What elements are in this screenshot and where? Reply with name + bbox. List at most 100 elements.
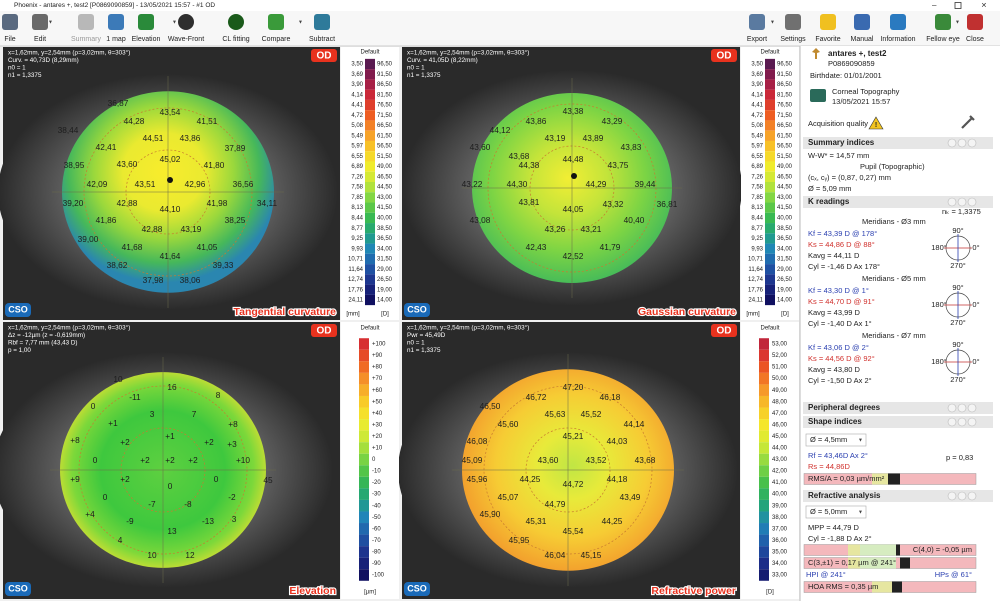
scale-label: 48,00 (772, 399, 788, 405)
scale-label: 71,50 (377, 113, 393, 119)
toolbar-icon[interactable] (749, 14, 765, 30)
section-button[interactable] (957, 403, 967, 413)
scale-swatch (759, 442, 769, 454)
toolbar-icon[interactable] (820, 14, 836, 30)
scale-swatch (765, 223, 775, 234)
toolbar-label[interactable]: Summary (71, 36, 101, 43)
map-info: p = 1,00 (8, 347, 31, 354)
map-value: 45,02 (160, 154, 181, 164)
toolbar-label[interactable]: Settings (780, 36, 806, 43)
toolbar-icon[interactable] (314, 14, 330, 30)
scale-swatch (365, 274, 375, 285)
dropdown-arrow: ▼ (172, 19, 177, 25)
sidebar-text: MPP = 44,79 D (808, 523, 860, 532)
toolbar-icon[interactable] (854, 14, 870, 30)
toolbar-icon[interactable] (138, 14, 154, 30)
scale-label: 40,00 (377, 215, 393, 221)
section-button[interactable] (947, 138, 957, 148)
scale-label: 49,00 (777, 164, 793, 170)
toolbar-icon[interactable] (967, 14, 983, 30)
toolbar-icon[interactable] (890, 14, 906, 30)
sidebar-text: Peripheral degrees (808, 403, 881, 412)
eye-badge (311, 324, 337, 337)
dropdown[interactable] (805, 505, 867, 519)
map-value: 44,51 (143, 133, 164, 143)
sidebar-text: Shape indices (808, 417, 862, 426)
toolbar-label[interactable]: CL fitting (222, 36, 249, 43)
scale-swatch (765, 171, 775, 182)
map-value: 45,96 (467, 474, 488, 484)
toolbar-icon[interactable] (935, 14, 951, 30)
section-button[interactable] (967, 491, 977, 501)
section-button[interactable] (947, 403, 957, 413)
scale-label: +80 (372, 365, 383, 371)
toolbar-label[interactable]: Subtract (309, 36, 335, 43)
toolbar-icon[interactable] (108, 14, 124, 30)
sidebar-text: 270° (950, 375, 966, 384)
scale-label: +50 (372, 399, 383, 405)
toolbar-label[interactable]: Information (880, 36, 915, 43)
scale-swatch (759, 372, 769, 385)
toolbar-label[interactable]: 1 map (106, 36, 126, 43)
scale-swatch (365, 120, 375, 131)
toolbar-label[interactable]: Elevation (132, 36, 161, 43)
scale-label: 7,85 (751, 195, 763, 201)
toolbar-label[interactable]: Fellow eye (926, 36, 960, 43)
map-value: 44,12 (490, 125, 511, 135)
toolbar-icon[interactable] (785, 14, 801, 30)
map-value: 43,51 (135, 179, 156, 189)
section-button[interactable] (957, 138, 967, 148)
section-button[interactable] (947, 197, 957, 207)
scale-label: -50 (372, 515, 381, 521)
toolbar-icon[interactable] (78, 14, 94, 30)
toolbar-label[interactable]: Manual (851, 36, 874, 43)
toolbar-label[interactable]: File (4, 36, 15, 43)
section-button[interactable] (967, 417, 977, 427)
section-button[interactable] (957, 197, 967, 207)
sidebar-text: Birthdate: 01/01/2001 (810, 71, 882, 80)
dropdown[interactable] (805, 433, 867, 447)
toolbar-label[interactable]: Compare (262, 36, 291, 43)
toolbar-label[interactable]: Wave-Front (168, 36, 204, 43)
section-header (803, 196, 993, 208)
toolbar-icon[interactable] (32, 14, 48, 30)
section-button[interactable] (947, 417, 957, 427)
scale-label: 66,50 (377, 123, 393, 129)
map-value: 45,63 (545, 409, 566, 419)
scale-label: 41,50 (377, 205, 393, 211)
sidebar-text: RMS/A = 0,03 µm/mm² (808, 474, 885, 483)
section-button[interactable] (957, 491, 967, 501)
toolbar-label[interactable]: Favorite (815, 36, 840, 43)
section-button[interactable] (967, 197, 977, 207)
map-value: 46,08 (467, 436, 488, 446)
section-button[interactable] (957, 417, 967, 427)
sidebar-text: Ks = 44,70 D @ 91° (808, 297, 875, 306)
map-value: 10 (147, 550, 157, 560)
map-info: x=1,62mm, y=2,54mm (ρ=3,02mm, θ=303°) (8, 49, 130, 57)
close-window[interactable]: ✕ (981, 2, 987, 9)
scale-label: 3,50 (351, 62, 363, 68)
scale-label: 33,00 (772, 573, 788, 579)
section-button[interactable] (947, 491, 957, 501)
scale-label: 39,00 (772, 503, 788, 509)
scale-label: 52,00 (772, 353, 788, 359)
brand-logo (5, 303, 31, 317)
map-value: 44,25 (520, 474, 541, 484)
scale-label: 14,00 (377, 298, 393, 304)
section-button[interactable] (967, 403, 977, 413)
toolbar-label[interactable]: Close (966, 36, 984, 43)
section-button[interactable] (967, 138, 977, 148)
scale-label: 4,14 (751, 92, 763, 98)
minimize[interactable]: – (932, 1, 937, 10)
toolbar-icon[interactable] (2, 14, 18, 30)
toolbar-icon[interactable] (268, 14, 284, 30)
toolbar-icon[interactable] (178, 14, 194, 30)
maximize[interactable] (954, 2, 962, 9)
settings-icon[interactable] (961, 115, 975, 129)
scale-swatch (765, 253, 775, 265)
toolbar-icon[interactable] (228, 14, 244, 30)
toolbar-label[interactable]: Edit (34, 36, 46, 43)
map-value: 43,60 (117, 159, 138, 169)
map-info: Curv. = 40,73D (8,29mm) (8, 57, 79, 64)
toolbar-label[interactable]: Export (747, 36, 767, 43)
